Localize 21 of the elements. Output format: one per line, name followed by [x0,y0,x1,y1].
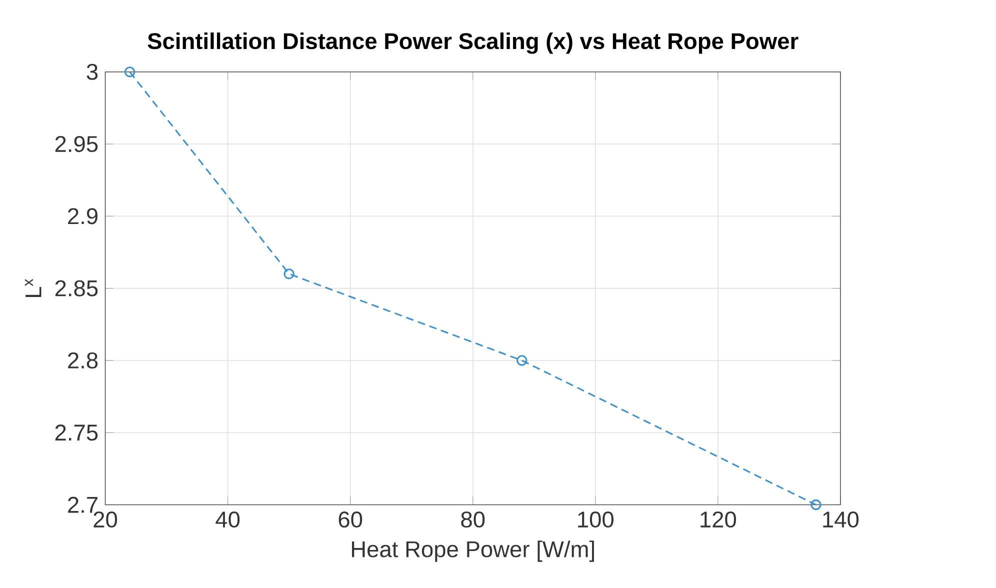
point [516,354,528,366]
x-tick-label: 60 [338,511,362,528]
y-tick-label: 2.75 [55,424,98,440]
chart-title: Scintillation Distance Power Scaling (x) vs Heat Rope Power [148,32,798,54]
y-tick-label: 2.85 [55,280,98,296]
y-tick-label: 2.7 [68,496,98,512]
point [124,66,136,77]
x-tick-label: 100 [578,511,614,528]
x-tick-label: 120 [700,511,736,528]
x-axis-title: Heat Rope Power [W/m] [352,540,594,562]
y-tick-label: 2.8 [68,352,98,368]
y-axis-title: L$^{x}$ [24,278,42,297]
y-tick-label: 2.9 [68,208,98,224]
x-tick-label: 140 [823,511,859,528]
x-tick-label: 20 [94,511,118,528]
y-tick-label: 2.95 [55,136,98,152]
point [284,268,294,279]
y-tick-label: 3 [86,64,98,80]
point [810,499,822,510]
x-tick-label: 80 [461,511,485,528]
x-tick-label: 40 [216,511,240,528]
